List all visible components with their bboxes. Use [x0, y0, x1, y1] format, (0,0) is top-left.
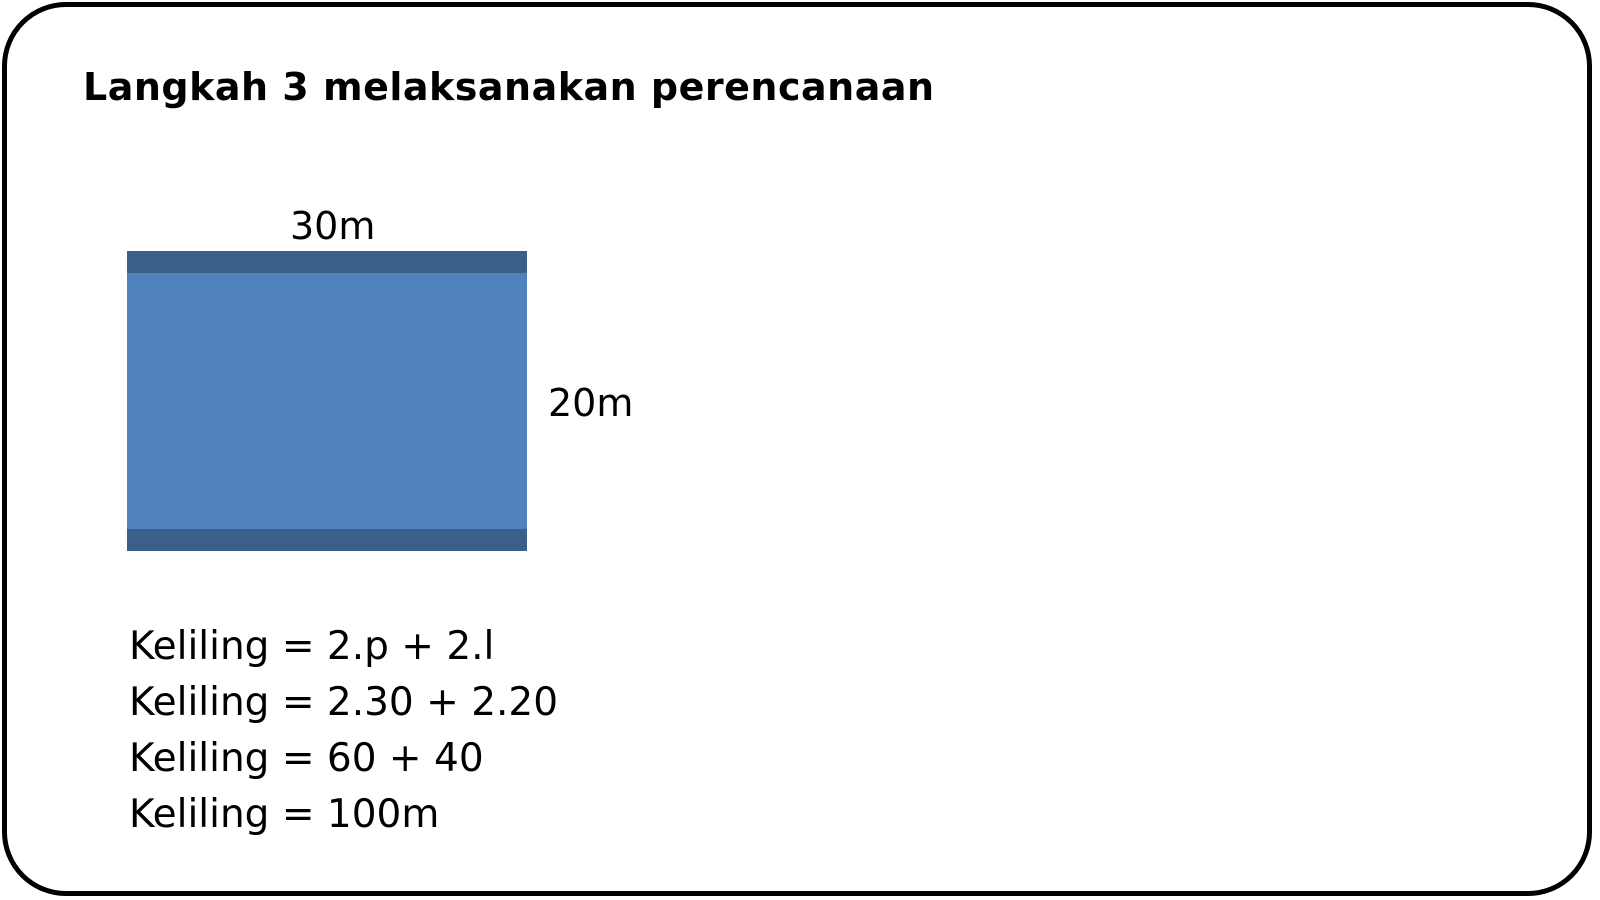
calculation-line-products: Keliling = 60 + 40 [129, 736, 484, 781]
rectangle-top-band [127, 251, 527, 273]
rectangle-bottom-band [127, 529, 527, 551]
calculation-line-result: Keliling = 100m [129, 792, 440, 837]
calculation-line-substitution: Keliling = 2.30 + 2.20 [129, 680, 559, 725]
rectangle-figure [127, 251, 527, 551]
slide-title: Langkah 3 melaksanakan perencanaan [83, 65, 935, 109]
length-label: 30m [290, 204, 376, 248]
width-label: 20m [548, 381, 634, 425]
calculation-line-formula: Keliling = 2.p + 2.l [129, 624, 495, 669]
perimeter-calculation: Keliling = 2.p + 2.l Keliling = 2.30 + 2… [129, 619, 558, 843]
